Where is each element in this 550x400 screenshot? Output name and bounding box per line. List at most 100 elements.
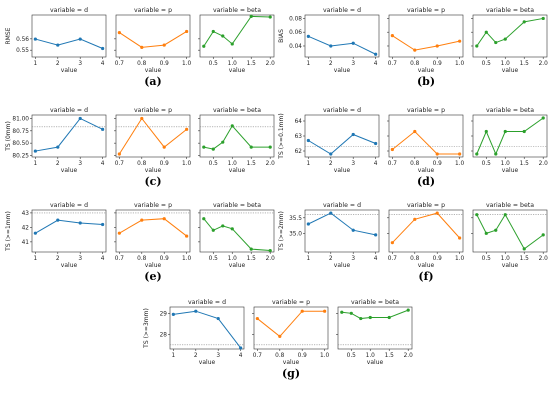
x-tick-label: 1 (34, 61, 38, 67)
data-point (541, 233, 545, 237)
data-point (351, 132, 355, 137)
x-tick-label: 0.7 (388, 61, 398, 67)
x-axis-label: value (61, 262, 78, 269)
x-axis-label: value (145, 67, 162, 74)
data-point (484, 129, 488, 134)
series-line-p (392, 130, 460, 155)
y-axis-label: RMSE (5, 27, 12, 44)
panel-title: variable = p (407, 7, 445, 14)
data-point (390, 34, 394, 38)
data-point (494, 40, 498, 45)
data-point (351, 41, 355, 45)
x-axis-label: value (61, 67, 78, 74)
data-point (216, 316, 220, 321)
data-point (329, 152, 333, 156)
data-point (406, 308, 410, 312)
data-point (475, 44, 479, 48)
series-line-p (257, 310, 325, 338)
x-axis-label: value (418, 67, 435, 74)
x-tick-label: 1.5 (247, 161, 257, 167)
data-point (185, 29, 189, 34)
data-point (185, 127, 189, 131)
x-tick-label: 1.0 (501, 161, 511, 167)
y-tick-label: 43 (22, 211, 30, 217)
x-tick-label: 0.9 (160, 256, 170, 262)
data-point (306, 138, 310, 143)
panel-frame (115, 209, 191, 253)
data-point (230, 42, 234, 46)
data-point (162, 217, 166, 221)
y-tick-label: 0.55 (16, 48, 29, 54)
data-point (230, 124, 234, 128)
panel-frame (472, 14, 548, 58)
x-tick-label: 0.9 (298, 353, 308, 359)
x-tick-label: 0.5 (209, 256, 219, 262)
data-point (484, 231, 488, 235)
series-line-d (35, 219, 103, 234)
x-tick-label: 0.5 (482, 161, 492, 167)
x-tick-label: 4 (374, 161, 378, 167)
panel-title: variable = d (188, 299, 226, 306)
data-point (494, 152, 498, 156)
data-point (368, 315, 372, 320)
data-point (101, 222, 105, 227)
y-tick-label: 81.00 (12, 116, 29, 122)
panel-title: variable = beta (486, 202, 534, 209)
data-point (101, 127, 105, 131)
y-axis-label: TS (>=2mm) (278, 211, 285, 252)
data-point (202, 44, 206, 48)
x-tick-label: 0.5 (482, 256, 492, 262)
data-point (56, 145, 60, 149)
data-point (374, 233, 378, 237)
panel-title: variable = d (50, 107, 88, 114)
x-tick-label: 0.8 (137, 161, 147, 167)
y-tick-label: 80.50 (12, 141, 29, 147)
data-point (78, 221, 82, 225)
panel-beta: variable = beta 0.5 1.0 1.5 2.0 value (471, 202, 548, 269)
x-tick-label: 0.5 (347, 353, 357, 359)
panel-p: variable = p 0.7 0.8 0.9 1.0 value (114, 107, 192, 174)
x-tick-label: 1.0 (455, 161, 465, 167)
x-tick-label: 2.0 (539, 161, 549, 167)
x-tick-label: 2.0 (266, 161, 276, 167)
data-point (541, 16, 545, 21)
x-tick-label: 2.0 (404, 353, 414, 359)
panel-title: variable = beta (213, 107, 261, 114)
panel-frame (199, 14, 275, 58)
y-tick-label: 0.56 (16, 37, 29, 43)
y-tick-label: 62 (295, 149, 303, 155)
x-tick-label: 2.0 (266, 256, 276, 262)
panel-d: variable = d 0.55 0.56 1 2 3 4 value (16, 7, 107, 74)
series-line-beta (476, 17, 544, 47)
data-point (101, 46, 105, 51)
data-point (185, 234, 189, 238)
x-axis-label: value (229, 167, 246, 174)
data-point (211, 29, 215, 34)
x-tick-label: 0.9 (160, 161, 170, 167)
data-point (162, 145, 166, 149)
panel-title: variable = d (323, 7, 361, 14)
data-point (458, 236, 462, 240)
data-point (230, 227, 234, 231)
data-point (117, 152, 121, 156)
x-tick-label: 1.5 (520, 161, 530, 167)
panel-d: variable = d 80.25 80.50 80.75 81.00 1 2 3 4 valu… (12, 107, 107, 174)
series-line-beta (203, 15, 271, 47)
x-tick-label: 0.9 (433, 61, 443, 67)
panel-title: variable = p (134, 202, 172, 209)
panel-title: variable = p (134, 107, 172, 114)
data-point (435, 211, 439, 215)
x-tick-label: 1.5 (520, 61, 530, 67)
series-line-d (35, 117, 103, 152)
panel-frame (115, 114, 191, 158)
x-axis-label: value (418, 167, 435, 174)
x-axis-label: value (502, 262, 519, 269)
data-point (475, 213, 479, 217)
x-tick-label: 0.7 (253, 353, 263, 359)
x-tick-label: 1.5 (247, 256, 257, 262)
series-line-d (308, 212, 376, 236)
data-point (522, 247, 526, 251)
data-point (221, 224, 225, 228)
data-point (390, 241, 394, 245)
